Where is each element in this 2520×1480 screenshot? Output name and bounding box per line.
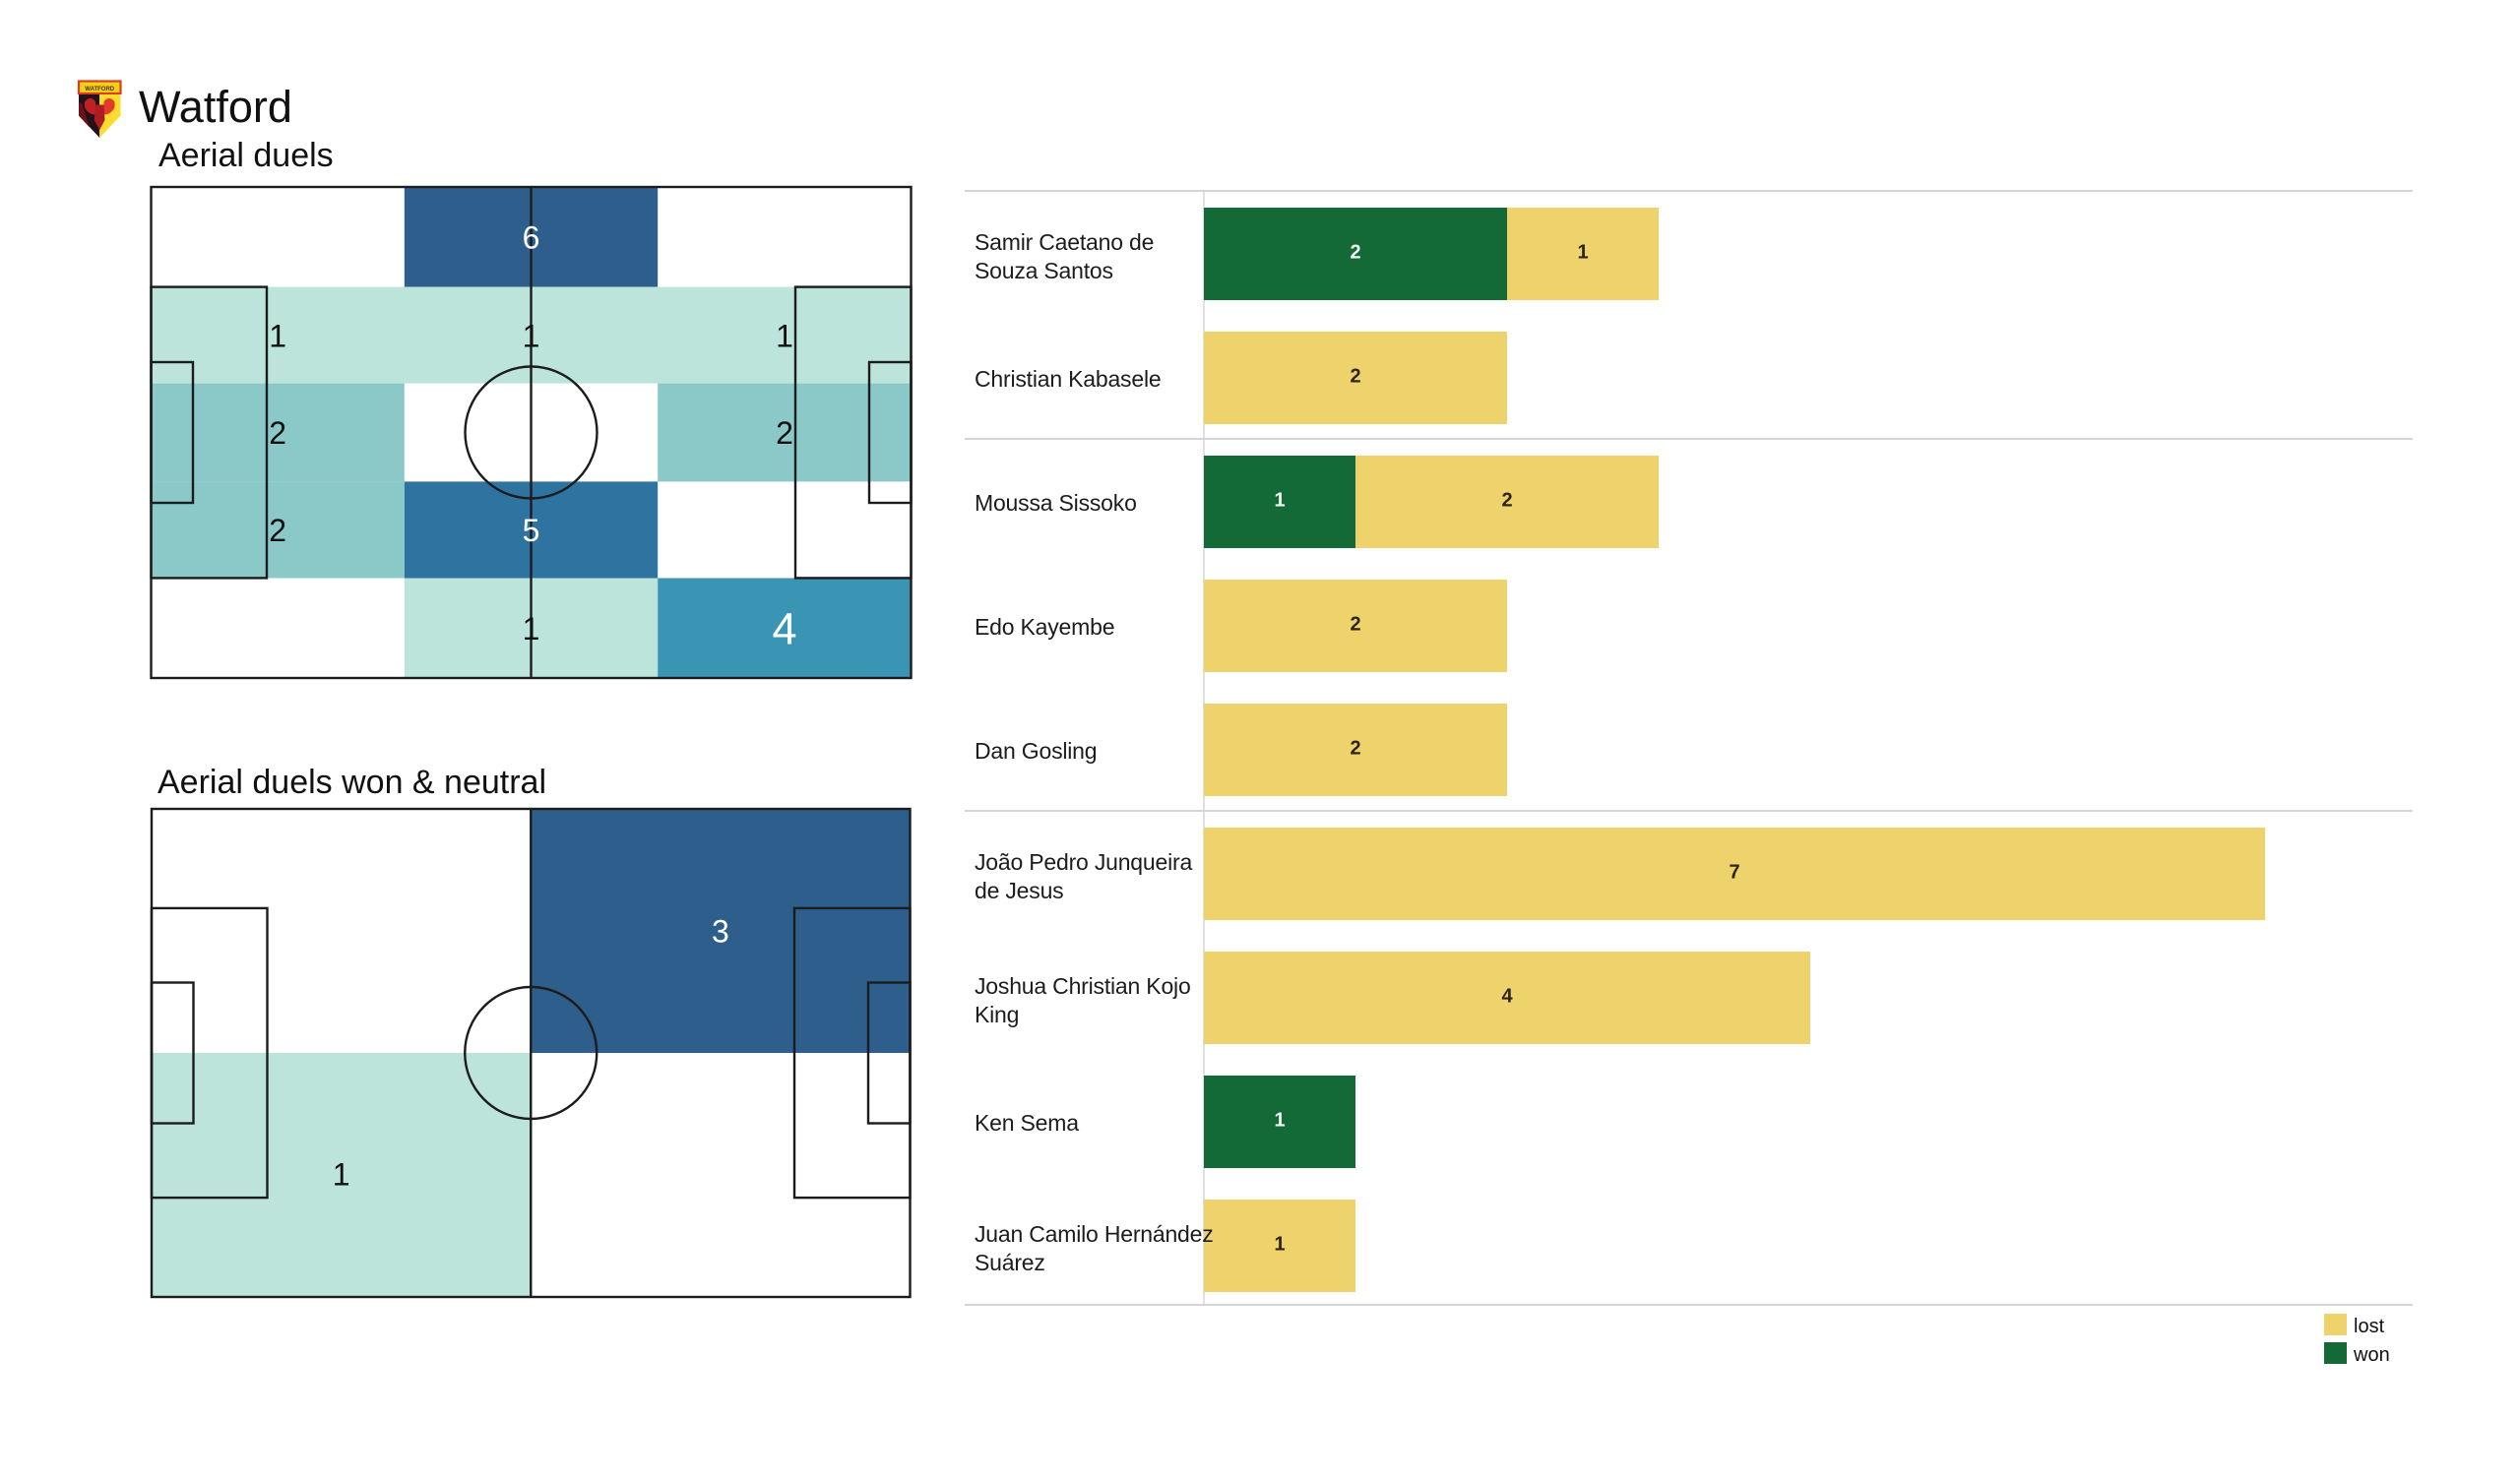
svg-text:2: 2: [269, 415, 286, 451]
svg-text:5: 5: [523, 513, 540, 548]
svg-text:4: 4: [772, 604, 796, 654]
svg-text:WATFORD: WATFORD: [85, 87, 115, 92]
svg-text:3: 3: [712, 914, 729, 950]
svg-text:1: 1: [333, 1157, 350, 1193]
svg-text:1: 1: [776, 318, 793, 353]
svg-text:1: 1: [523, 318, 540, 353]
svg-text:6: 6: [523, 220, 540, 256]
svg-text:1: 1: [269, 318, 286, 353]
svg-text:1: 1: [523, 611, 540, 647]
svg-text:2: 2: [776, 415, 793, 451]
svg-text:2: 2: [269, 513, 286, 548]
